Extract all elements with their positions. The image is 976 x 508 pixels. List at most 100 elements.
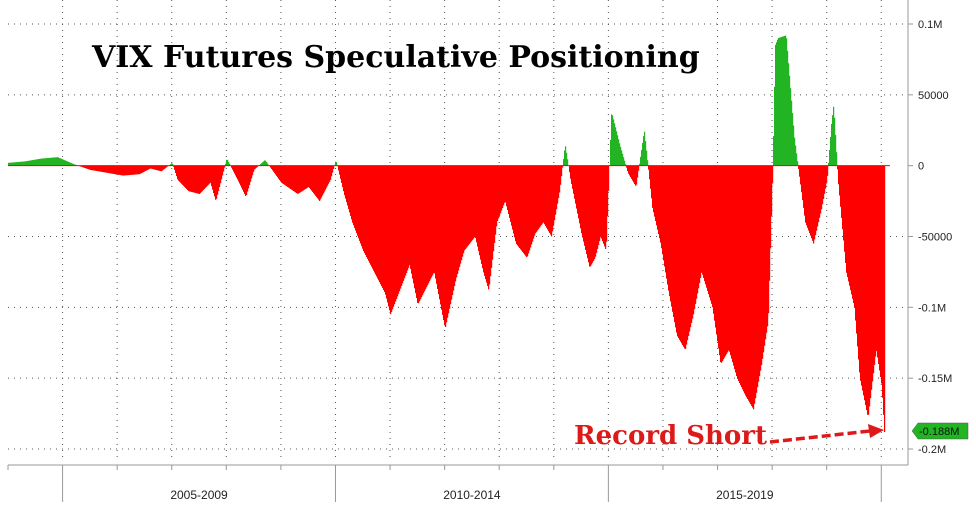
data-bar	[834, 117, 836, 166]
data-bar	[113, 165, 115, 174]
data-bar	[223, 165, 225, 172]
data-bar	[267, 163, 269, 166]
data-bar	[201, 165, 203, 192]
data-bar	[754, 165, 756, 404]
data-bar	[316, 165, 318, 198]
data-bar	[207, 165, 209, 186]
data-bar	[305, 165, 307, 189]
data-bar	[545, 165, 547, 227]
data-bar	[260, 164, 262, 166]
x-axis	[7, 465, 882, 470]
data-bar	[481, 165, 483, 264]
data-bar	[658, 165, 660, 234]
data-bar	[756, 165, 758, 393]
data-bar	[371, 165, 373, 267]
data-bar	[475, 165, 477, 238]
data-bar	[751, 165, 753, 406]
data-bar	[272, 165, 274, 171]
data-bar	[650, 165, 652, 189]
data-bar	[872, 165, 874, 382]
data-bar	[449, 165, 451, 309]
data-bar	[785, 35, 787, 166]
data-bar	[246, 165, 248, 195]
data-bar	[49, 157, 51, 166]
data-bar	[313, 165, 315, 194]
data-bar	[289, 165, 291, 189]
data-bar	[585, 165, 587, 250]
data-bar	[820, 165, 822, 214]
data-bar	[55, 157, 57, 166]
data-bar	[119, 165, 121, 175]
data-bar	[631, 165, 633, 179]
data-bar	[70, 162, 72, 166]
data-bar	[372, 165, 374, 269]
data-bar	[638, 165, 640, 171]
data-bar	[500, 165, 502, 214]
data-bar	[574, 165, 576, 199]
data-bar	[65, 160, 67, 166]
data-bar	[482, 165, 484, 269]
data-bar	[716, 165, 718, 335]
data-bar	[562, 165, 564, 168]
data-bar	[52, 157, 54, 166]
data-bar	[34, 159, 36, 166]
data-bar	[728, 165, 730, 351]
data-bar	[670, 165, 672, 302]
data-bar	[325, 165, 327, 190]
data-bar	[486, 165, 488, 283]
data-bar	[529, 165, 531, 251]
data-bar	[559, 165, 561, 193]
data-bar	[92, 165, 94, 171]
data-bar	[395, 165, 397, 302]
data-bar	[441, 165, 443, 310]
data-bar	[472, 165, 474, 240]
data-bar	[365, 165, 367, 256]
data-bar	[324, 165, 326, 192]
data-bar	[490, 165, 492, 277]
data-bar	[271, 165, 273, 169]
data-bar	[85, 165, 87, 169]
data-bar	[565, 146, 567, 166]
data-bar	[98, 165, 100, 172]
data-bar	[738, 165, 740, 381]
data-bar	[154, 165, 156, 170]
data-bar	[761, 165, 763, 366]
data-bar	[61, 158, 63, 166]
data-bar	[657, 165, 659, 230]
data-bar	[300, 165, 302, 193]
data-bar	[196, 165, 198, 194]
data-bar	[866, 165, 868, 410]
data-bar	[587, 165, 589, 259]
data-bar	[426, 165, 428, 288]
data-bar	[882, 165, 884, 398]
data-bar	[573, 165, 575, 194]
data-bar	[701, 165, 703, 273]
data-bar	[809, 165, 811, 234]
data-bar	[839, 165, 841, 196]
data-bar	[166, 165, 168, 168]
data-bar	[211, 165, 213, 187]
data-bar	[681, 165, 683, 344]
data-bar	[328, 165, 330, 184]
data-bar	[762, 165, 764, 359]
data-bar	[739, 165, 741, 384]
data-bar	[629, 165, 631, 176]
data-bar	[494, 165, 496, 243]
data-bar	[812, 165, 814, 241]
data-bar	[601, 165, 603, 239]
data-bar	[597, 165, 599, 249]
data-bar	[570, 165, 572, 179]
data-bar	[783, 36, 785, 166]
data-bar	[569, 165, 571, 173]
data-bar	[445, 165, 447, 327]
data-bar	[436, 165, 438, 284]
data-bar	[484, 165, 486, 276]
last-value-badge: -0.188M	[911, 422, 969, 440]
data-bar	[857, 165, 859, 347]
data-bar	[634, 165, 636, 185]
data-bar	[393, 165, 395, 307]
data-bar	[786, 38, 788, 166]
data-bar	[489, 165, 491, 285]
data-bar	[526, 165, 528, 258]
data-bar	[432, 165, 434, 276]
